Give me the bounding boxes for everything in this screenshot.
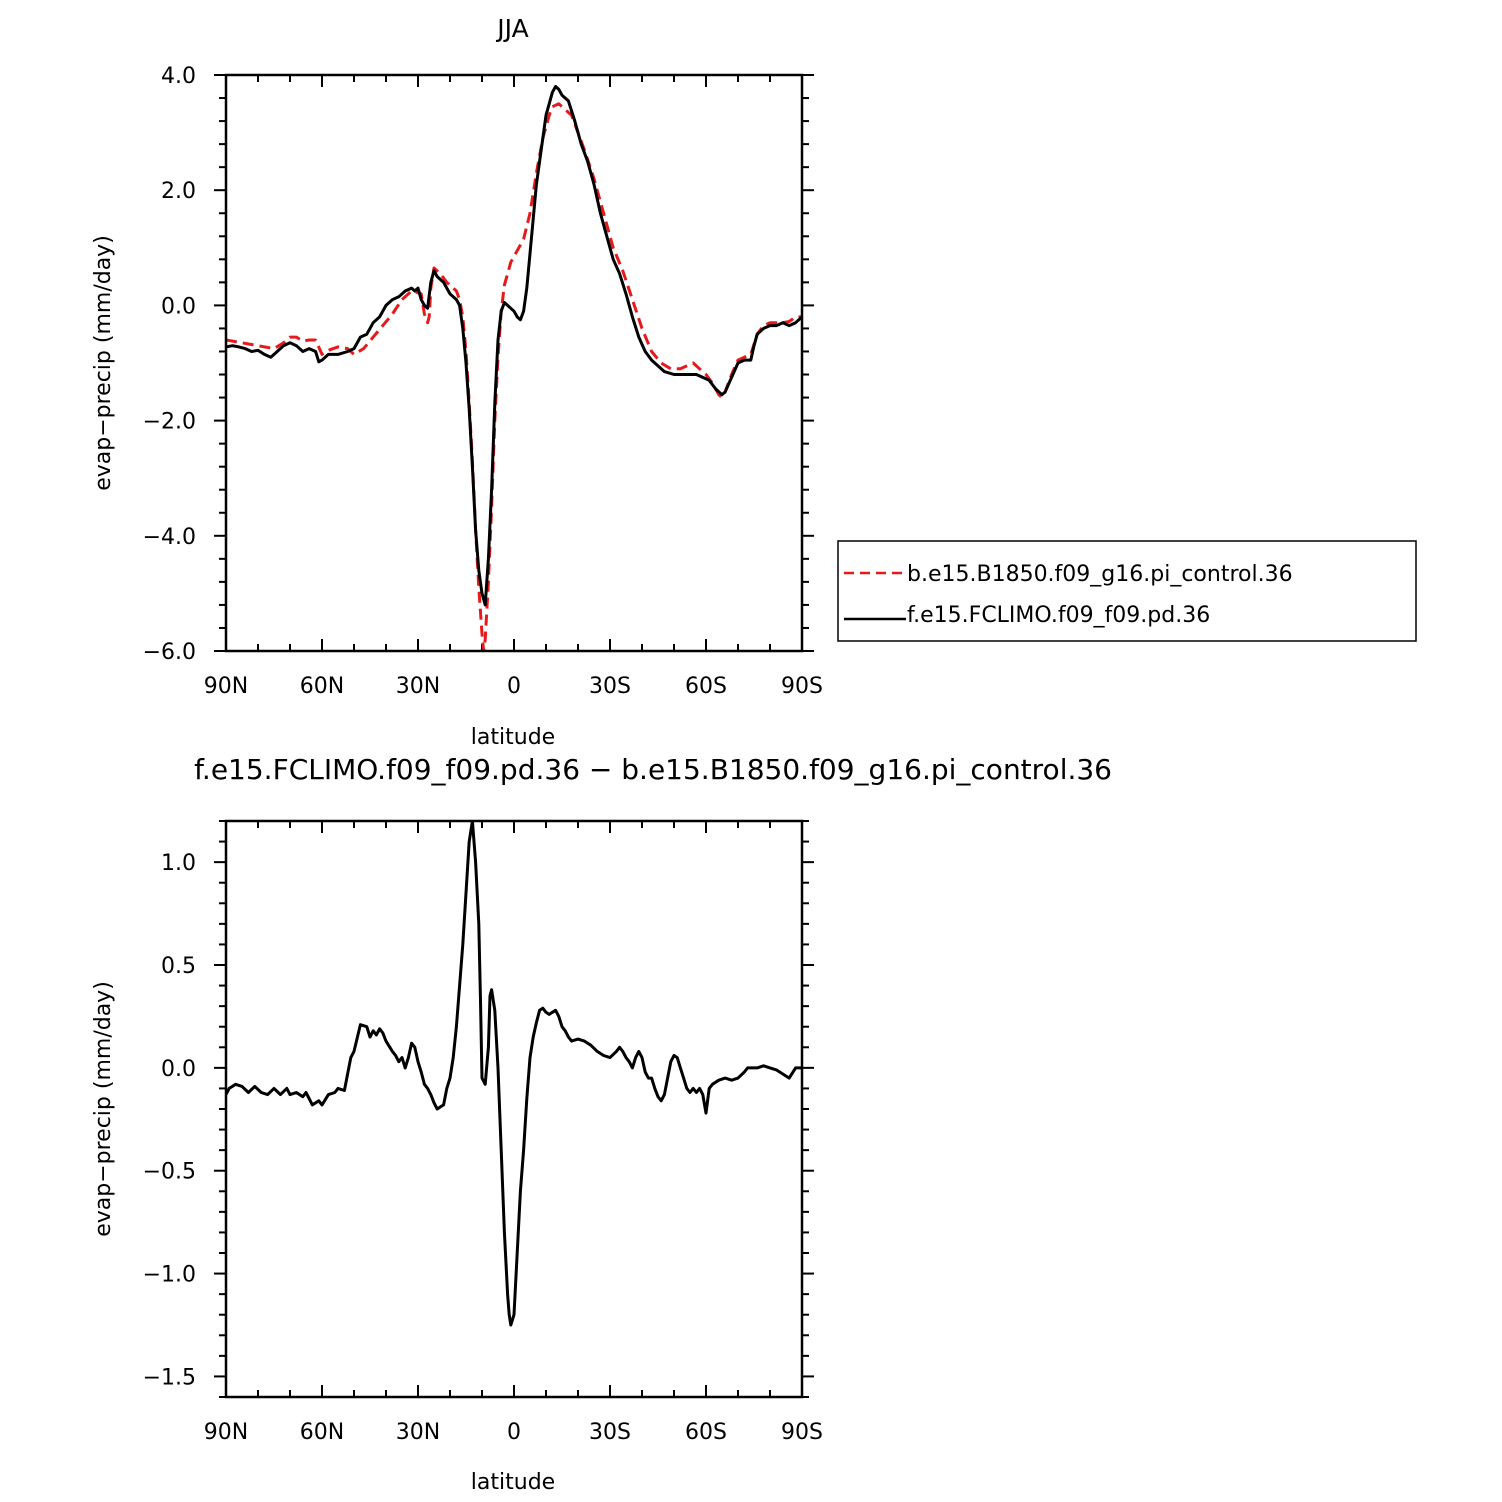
legend-box [837, 540, 1417, 642]
x-axis-label: latitude [471, 725, 555, 750]
panel-difference: f.e15.FCLIMO.f09_f09.pd.36 − b.e15.B1850… [91, 753, 1112, 1495]
x-tick-label: 60N [300, 1420, 344, 1445]
legend-label-control: b.e15.B1850.f09_g16.pi_control.36 [907, 562, 1293, 587]
y-axis-label: evap−precip (mm/day) [91, 981, 116, 1237]
y-tick-label: 0.5 [161, 954, 196, 979]
x-tick-label: 0 [507, 674, 521, 699]
chart-title: JJA [495, 14, 528, 43]
y-tick-label: 1.0 [161, 851, 196, 876]
legend-label-fclimo: f.e15.FCLIMO.f09_f09.pd.36 [907, 603, 1210, 628]
series-line-difference [226, 821, 802, 1327]
y-tick-label: −2.0 [143, 410, 196, 435]
y-tick-label: 2.0 [161, 179, 196, 204]
legend: b.e15.B1850.f09_g16.pi_control.36 f.e15.… [837, 540, 1417, 642]
x-axis-label: latitude [471, 1470, 555, 1495]
series-line-f-1 [226, 85, 802, 607]
y-tick-label: 4.0 [161, 64, 196, 89]
y-tick-label: −0.5 [143, 1160, 196, 1185]
x-tick-label: 60N [300, 674, 344, 699]
y-tick-label: 0.0 [161, 294, 196, 319]
x-tick-label: 60S [685, 1420, 727, 1445]
panel-evap-precip: JJA 90N 60N 30N 0 30S 60S 90S 4.0 2.0 0.0 −2.0 −4.0… [91, 14, 823, 750]
x-tick-label: 30S [589, 674, 631, 699]
y-tick-label: −1.0 [143, 1263, 196, 1288]
y-tick-label: 0.0 [161, 1057, 196, 1082]
x-tick-label: 30N [396, 1420, 440, 1445]
x-tick-label: 30S [589, 1420, 631, 1445]
plot-area: 90N 60N 30N 0 30S 60S 90S 1.0 0.5 0.0 −0.5 −1.0 −1.5 [143, 820, 823, 1445]
chart-title: f.e15.FCLIMO.f09_f09.pd.36 − b.e15.B1850… [194, 753, 1112, 786]
plot-frame [224, 73, 804, 653]
x-tick-label: 90N [204, 1420, 248, 1445]
x-tick-label: 30N [396, 674, 440, 699]
x-tick-label: 90S [781, 674, 823, 699]
y-tick-label: −1.5 [143, 1365, 196, 1390]
y-axis-label: evap−precip (mm/day) [91, 235, 116, 491]
x-tick-label: 60S [685, 674, 727, 699]
plot-frame [224, 819, 804, 1399]
series-line-b-0 [226, 102, 802, 651]
x-tick-label: 90N [204, 674, 248, 699]
x-tick-label: 0 [507, 1420, 521, 1445]
y-tick-label: −4.0 [143, 525, 196, 550]
x-tick-label: 90S [781, 1420, 823, 1445]
plot-area: 90N 60N 30N 0 30S 60S 90S 4.0 2.0 0.0 −2.0 −4.0 −6.0 [143, 64, 823, 699]
y-tick-label: −6.0 [143, 640, 196, 665]
